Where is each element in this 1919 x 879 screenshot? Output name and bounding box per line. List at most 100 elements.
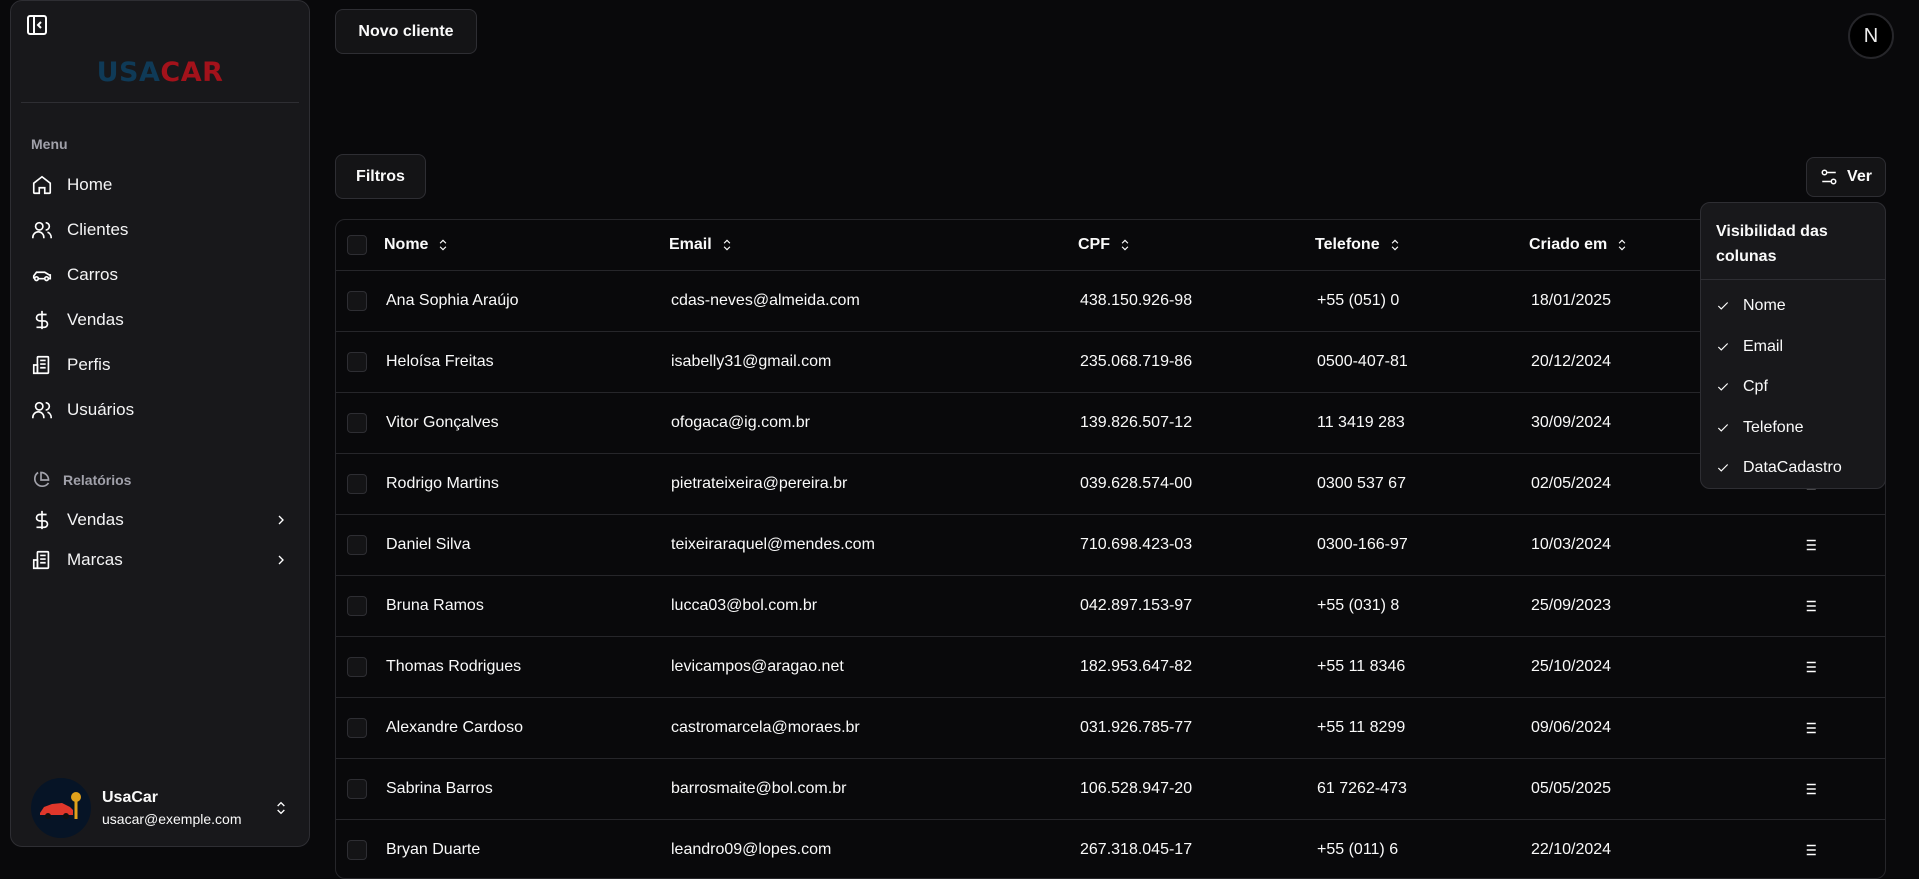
reports-label-text: Relatórios (63, 472, 132, 488)
clients-table: Nome Email CPF Telefone Criado em Ana Sophia … (335, 219, 1886, 879)
sidebar-item-label: Vendas (67, 310, 124, 329)
row-actions-list-icon[interactable] (1800, 719, 1818, 737)
row-checkbox[interactable] (347, 535, 367, 555)
sort-icon[interactable] (436, 237, 450, 253)
cell-1: cdas-neves@almeida.com (671, 292, 860, 309)
sidebar-item-perfis[interactable]: Perfis (31, 347, 289, 383)
cell-0: Thomas Rodrigues (386, 658, 522, 675)
row-actions-list-icon[interactable] (1800, 597, 1818, 615)
divider (21, 102, 299, 103)
row-checkbox[interactable] (347, 474, 367, 494)
row-checkbox[interactable] (347, 596, 367, 616)
cell-4: 02/05/2024 (1531, 475, 1612, 492)
row-checkbox[interactable] (347, 840, 367, 860)
sort-icon[interactable] (720, 237, 734, 253)
column-header-label: Criado em (1529, 236, 1608, 253)
cell-1: castromarcela@moraes.br (671, 719, 860, 736)
pie-chart-icon (33, 471, 50, 488)
column-header-label: Email (669, 236, 712, 253)
cell-1: ofogaca@ig.com.br (671, 414, 810, 431)
avatar (31, 778, 91, 838)
sidebar-item-home[interactable]: Home (31, 167, 289, 203)
users-icon (32, 221, 52, 239)
chevron-right-icon (278, 515, 284, 525)
column-visibility-menu: Visibilidad das colunas Nome Email Cpf Tele… (1700, 202, 1886, 489)
user-name: UsaCar (102, 789, 159, 806)
row-checkbox[interactable] (347, 779, 367, 799)
column-header-2[interactable]: CPF (1078, 236, 1132, 254)
dollar-icon (35, 510, 49, 530)
cell-1: barrosmaite@bol.com.br (671, 780, 847, 797)
cell-2: 139.826.507-12 (1080, 414, 1193, 431)
row-checkbox[interactable] (347, 718, 367, 738)
cell-2: 235.068.719-86 (1080, 353, 1193, 370)
column-toggle-telefone[interactable]: Telefone (1716, 412, 1877, 444)
user-avatar-button[interactable]: N (1848, 13, 1894, 59)
column-header-1[interactable]: Email (669, 236, 734, 254)
column-header-3[interactable]: Telefone (1315, 236, 1402, 254)
new-client-button[interactable]: Novo cliente (335, 9, 477, 54)
cell-2: 039.628.574-00 (1080, 475, 1193, 492)
row-actions-list-icon[interactable] (1800, 536, 1818, 554)
check-icon (1717, 342, 1729, 351)
cell-0: Heloísa Freitas (386, 353, 494, 370)
sliders-icon (1821, 169, 1837, 185)
sort-icon[interactable] (1388, 237, 1402, 253)
cell-2: 438.150.926-98 (1080, 292, 1193, 309)
sidebar-item-label: Perfis (67, 355, 111, 374)
table-row: Alexandre Cardoso castromarcela@moraes.br… (336, 698, 1885, 759)
cell-0: Daniel Silva (386, 536, 471, 553)
chevron-right-icon (278, 555, 284, 565)
cell-4: 18/01/2025 (1531, 292, 1612, 309)
sidebar: USACAR Menu Home Clientes Carros Vendas Perf… (10, 0, 310, 847)
cell-2: 182.953.647-82 (1080, 658, 1193, 675)
column-header-label: Nome (384, 236, 429, 253)
table-row: Bruna Ramos lucca03@bol.com.br 042.897.153… (336, 576, 1885, 637)
table-row: Sabrina Barros barrosmaite@bol.com.br 106.… (336, 759, 1885, 820)
building-icon (32, 550, 50, 570)
table-row: Heloísa Freitas isabelly31@gmail.com 235.0… (336, 332, 1885, 393)
cell-1: pietrateixeira@pereira.br (671, 475, 848, 492)
table-row: Rodrigo Martins pietrateixeira@pereira.br… (336, 454, 1885, 515)
row-actions-list-icon[interactable] (1800, 841, 1818, 859)
row-checkbox[interactable] (347, 657, 367, 677)
sidebar-item-vendas[interactable]: Vendas (31, 302, 289, 338)
column-toggle-email[interactable]: Email (1716, 331, 1877, 363)
cell-0: Alexandre Cardoso (386, 719, 523, 736)
row-actions-list-icon[interactable] (1800, 780, 1818, 798)
report-item-marcas[interactable]: Marcas (31, 542, 289, 578)
cell-4: 09/06/2024 (1531, 719, 1612, 736)
cell-4: 20/12/2024 (1531, 353, 1612, 370)
row-actions-list-icon[interactable] (1800, 658, 1818, 676)
sort-icon[interactable] (1615, 237, 1629, 253)
column-header-0[interactable]: Nome (384, 236, 450, 254)
sidebar-item-carros[interactable]: Carros (31, 257, 289, 293)
cell-4: 05/05/2025 (1531, 780, 1612, 797)
column-toggle-label: Email (1743, 337, 1784, 355)
column-toggle-nome[interactable]: Nome (1716, 290, 1877, 322)
cell-1: levicampos@aragao.net (671, 658, 844, 675)
row-checkbox[interactable] (347, 352, 367, 372)
user-menu[interactable]: UsaCar usacar@exemple.com (31, 777, 289, 839)
cell-4: 25/10/2024 (1531, 658, 1612, 675)
select-all-checkbox[interactable] (347, 235, 367, 255)
sidebar-item-label: Clientes (67, 220, 129, 239)
column-toggle-datacadastro[interactable]: DataCadastro (1716, 452, 1877, 484)
cell-1: teixeiraraquel@mendes.com (671, 536, 875, 553)
cell-4: 25/09/2023 (1531, 597, 1612, 614)
view-columns-button[interactable]: Ver (1806, 157, 1886, 197)
filters-button[interactable]: Filtros (335, 154, 426, 199)
row-checkbox[interactable] (347, 413, 367, 433)
sidebar-item-usuários[interactable]: Usuários (31, 392, 289, 428)
sort-icon[interactable] (1118, 237, 1132, 253)
column-toggle-cpf[interactable]: Cpf (1716, 371, 1877, 403)
sidebar-item-clientes[interactable]: Clientes (31, 212, 289, 248)
sidebar-collapse-icon[interactable] (25, 13, 49, 37)
report-item-label: Marcas (67, 550, 123, 569)
cell-0: Bruna Ramos (386, 597, 484, 614)
column-header-4[interactable]: Criado em (1529, 236, 1629, 254)
row-checkbox[interactable] (347, 291, 367, 311)
cell-3: 0500-407-81 (1317, 353, 1408, 370)
cell-0: Rodrigo Martins (386, 475, 499, 492)
report-item-vendas[interactable]: Vendas (31, 502, 289, 538)
